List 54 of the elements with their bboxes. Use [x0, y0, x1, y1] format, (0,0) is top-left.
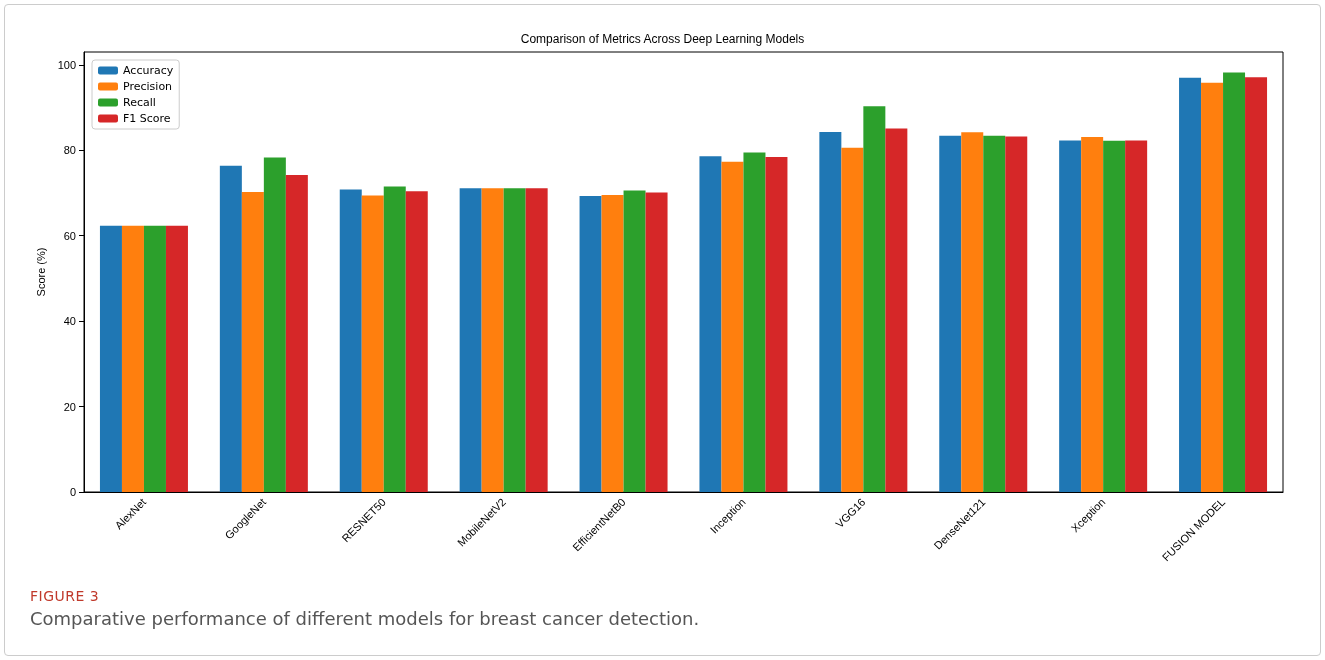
bar — [699, 156, 722, 492]
bar — [459, 188, 482, 492]
y-axis-title: Score (%) — [35, 247, 48, 297]
y-tick-label: 40 — [63, 315, 76, 328]
bar — [219, 165, 242, 492]
legend-label: F1 Score — [123, 112, 171, 125]
bar — [623, 190, 646, 492]
legend-label: Precision — [123, 80, 173, 93]
legend-label: Accuracy — [123, 64, 174, 77]
bar — [579, 195, 602, 492]
bar — [1081, 137, 1104, 492]
bar — [841, 147, 864, 492]
bar — [819, 131, 842, 492]
bar — [1125, 140, 1148, 492]
bar — [885, 128, 908, 492]
bar — [1059, 140, 1082, 492]
bar — [1245, 77, 1268, 492]
bar — [601, 195, 624, 492]
bar — [765, 157, 788, 492]
bar — [863, 106, 886, 492]
y-tick-label: 100 — [57, 58, 76, 71]
bar — [481, 188, 504, 492]
bar — [383, 186, 406, 492]
bar — [263, 157, 286, 492]
bar — [241, 192, 264, 492]
y-tick-label: 60 — [63, 229, 76, 242]
y-tick-label: 0 — [69, 486, 76, 498]
legend-label: Recall — [123, 96, 156, 109]
bar — [525, 188, 548, 492]
bar — [503, 188, 526, 492]
bar — [165, 225, 188, 492]
bar — [1005, 136, 1028, 492]
bar — [405, 191, 428, 492]
bar — [983, 135, 1006, 492]
bar — [1201, 82, 1224, 492]
bar — [645, 192, 668, 492]
chart-title: Comparison of Metrics Across Deep Learning Models — [520, 32, 805, 46]
text: Comparative performance of different models for breast cancer detection. — [30, 608, 700, 629]
bar — [361, 195, 384, 492]
bar — [285, 175, 308, 492]
bar — [721, 161, 744, 492]
y-tick-label: 80 — [63, 144, 76, 157]
caption: FIGURE 3 — [30, 588, 101, 604]
bar — [1103, 140, 1126, 492]
bar — [939, 135, 962, 492]
bar — [961, 132, 984, 492]
bar — [339, 189, 362, 492]
bar — [121, 225, 144, 492]
bar — [143, 225, 166, 492]
bar — [743, 152, 766, 492]
y-tick-label: 20 — [63, 400, 76, 413]
bar — [1179, 77, 1202, 492]
bar — [1223, 72, 1246, 492]
bar — [99, 225, 122, 492]
